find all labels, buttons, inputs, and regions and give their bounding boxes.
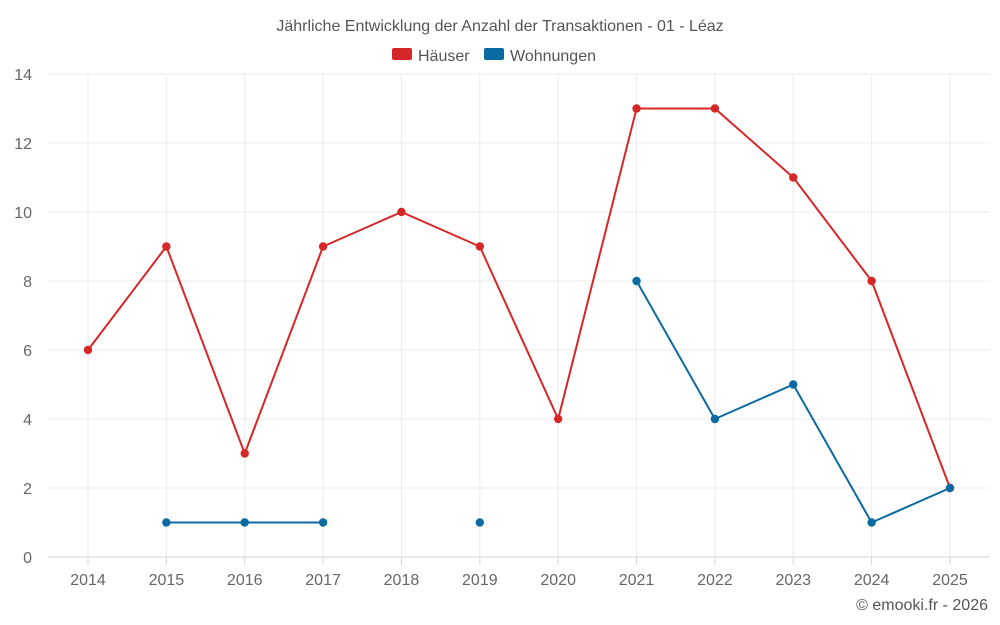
data-point[interactable] [867, 518, 876, 527]
data-point[interactable] [318, 242, 328, 251]
x-tick-label: 2025 [932, 572, 968, 589]
y-tick-label: 12 [14, 136, 32, 153]
data-point[interactable] [475, 242, 485, 251]
legend: Häuser Wohnungen [392, 48, 596, 65]
data-point[interactable] [789, 173, 798, 182]
data-point[interactable] [162, 242, 171, 251]
x-tick-label: 2024 [854, 572, 890, 589]
x-tick-label: 2022 [697, 572, 733, 589]
credit-text: © emooki.fr - 2026 [856, 597, 988, 614]
data-point[interactable] [632, 276, 641, 286]
series-group [83, 104, 955, 527]
x-tick-label: 2015 [149, 572, 185, 589]
x-tick-label: 2016 [227, 572, 263, 589]
series-Wohnungen [162, 276, 955, 527]
data-point[interactable] [867, 276, 876, 286]
data-point[interactable] [710, 414, 720, 424]
data-point[interactable] [162, 518, 171, 527]
legend-label: Häuser [418, 48, 470, 65]
gridlines [48, 73, 990, 558]
data-point[interactable] [318, 518, 328, 527]
legend-label: Wohnungen [510, 48, 596, 65]
y-tick-label: 2 [23, 481, 32, 498]
x-tick-label: 2017 [305, 572, 341, 589]
data-point[interactable] [83, 345, 93, 355]
x-tick-label: 2014 [70, 572, 106, 589]
y-tick-label: 6 [23, 343, 32, 360]
x-tick-label: 2019 [462, 572, 498, 589]
x-tick-label: 2020 [540, 572, 576, 589]
y-tick-label: 8 [23, 274, 32, 291]
legend-swatch [392, 48, 412, 60]
series-line [87, 107, 951, 489]
y-axis-ticks: 0 2 4 6 8 10 12 14 [14, 67, 32, 567]
data-point[interactable] [397, 207, 406, 217]
chart-title: Jährliche Entwicklung der Anzahl der Tra… [276, 18, 723, 35]
y-tick-label: 0 [23, 550, 32, 567]
x-tick-label: 2023 [775, 572, 811, 589]
legend-swatch [484, 48, 504, 60]
x-axis-ticks: 2014 2015 2016 2017 2018 2019 2020 2021 2022 2023… [70, 557, 968, 589]
data-point[interactable] [710, 104, 720, 113]
y-tick-label: 10 [14, 205, 32, 222]
x-tick-label: 2021 [619, 572, 655, 589]
series-Häuser [83, 104, 955, 493]
data-point[interactable] [553, 414, 563, 424]
y-tick-label: 4 [23, 412, 32, 429]
data-point[interactable] [632, 104, 641, 113]
data-point[interactable] [475, 518, 485, 527]
data-point[interactable] [789, 380, 798, 389]
y-tick-label: 14 [14, 67, 32, 84]
x-tick-label: 2018 [384, 572, 420, 589]
data-point[interactable] [945, 483, 955, 493]
data-point[interactable] [240, 449, 249, 458]
data-point[interactable] [240, 518, 249, 527]
